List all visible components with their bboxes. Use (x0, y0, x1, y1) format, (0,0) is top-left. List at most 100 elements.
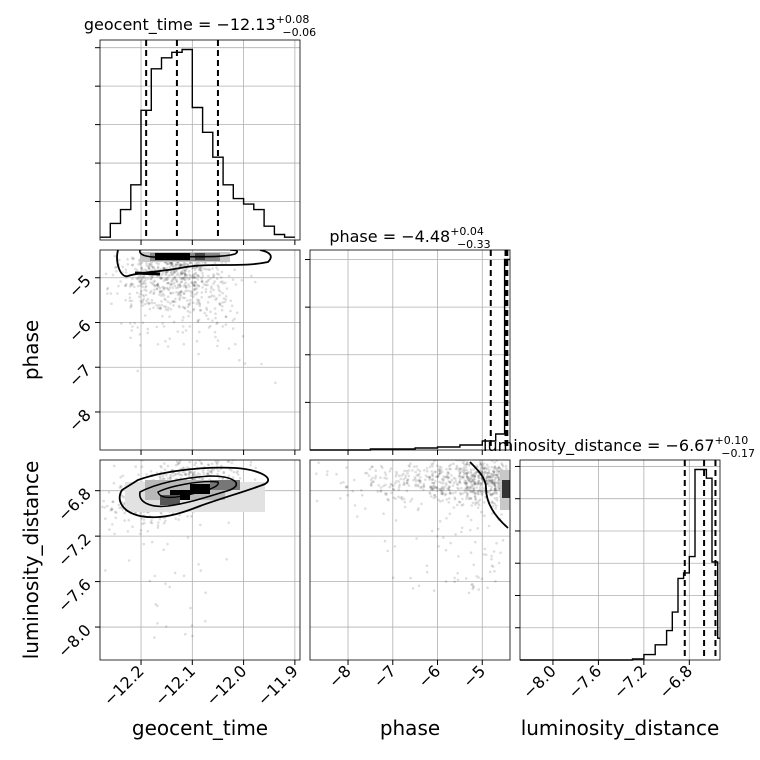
scatter-point (201, 274, 205, 278)
scatter-point (493, 491, 496, 495)
scatter-point (438, 465, 441, 469)
scatter-point (465, 468, 469, 472)
scatter-point (420, 502, 423, 506)
scatter-point (121, 265, 125, 269)
scatter-point (157, 304, 161, 307)
scatter-point (201, 477, 205, 481)
scatter-point (445, 498, 449, 501)
scatter-point (125, 282, 128, 286)
scatter-point (192, 301, 195, 305)
scatter-point (483, 470, 487, 474)
scatter-point (186, 466, 189, 469)
scatter-point (472, 488, 476, 491)
scatter-point (504, 464, 508, 468)
scatter-point (400, 498, 404, 501)
scatter-point (182, 285, 186, 288)
scatter-point (204, 290, 208, 294)
scatter-point (420, 485, 423, 489)
scatter-point (491, 481, 494, 485)
scatter-point (171, 286, 175, 290)
scatter-point (479, 446, 482, 449)
scatter-point (479, 464, 482, 467)
scatter-point (177, 304, 181, 308)
scatter-point (497, 477, 501, 481)
scatter-point (122, 502, 126, 505)
scatter-point (193, 288, 196, 291)
scatter-point (151, 282, 154, 286)
scatter-point (148, 262, 151, 266)
scatter-point (495, 496, 499, 500)
scatter-point (89, 296, 92, 299)
scatter-point (150, 289, 153, 293)
scatter-point (382, 484, 385, 488)
scatter-point (495, 491, 498, 494)
scatter-point (488, 492, 492, 496)
scatter-point (476, 474, 480, 478)
scatter-point (505, 467, 508, 471)
scatter-point (435, 489, 439, 493)
scatter-point (448, 480, 452, 484)
scatter-point (210, 294, 214, 297)
scatter-point (462, 460, 466, 463)
scatter-point (199, 477, 202, 480)
scatter-point (463, 471, 466, 474)
scatter-point (214, 316, 217, 320)
scatter-point (480, 510, 483, 514)
scatter-point (415, 465, 418, 468)
scatter-point (467, 497, 471, 501)
scatter-point (482, 490, 486, 494)
scatter-point (178, 461, 181, 465)
scatter-point (130, 263, 134, 267)
scatter-point (190, 291, 193, 295)
scatter-point (478, 498, 482, 502)
scatter-point (175, 286, 178, 290)
scatter-point (215, 272, 219, 276)
scatter-point (469, 470, 473, 474)
scatter-point (465, 497, 468, 501)
scatter-point (466, 471, 469, 475)
scatter-point (468, 496, 471, 500)
scatter-point (178, 513, 181, 517)
scatter-point (209, 310, 212, 314)
scatter-point (402, 483, 406, 486)
scatter-point (469, 477, 472, 480)
scatter-point (483, 514, 486, 517)
scatter-point (226, 460, 230, 463)
scatter-point (118, 258, 121, 262)
scatter-point (494, 466, 498, 470)
scatter-point (158, 517, 161, 521)
scatter-point (212, 275, 215, 279)
scatter-point (217, 460, 220, 463)
scatter-point (493, 484, 497, 487)
scatter-point (218, 290, 222, 293)
scatter-point (204, 591, 207, 594)
scatter-point (200, 462, 204, 466)
scatter-point (181, 276, 184, 280)
scatter-point (141, 277, 144, 280)
scatter-point (440, 489, 444, 493)
scatter-point (131, 257, 135, 261)
scatter-point (173, 265, 176, 268)
scatter-point (231, 319, 235, 322)
scatter-point (455, 466, 459, 470)
scatter-point (440, 492, 443, 495)
scatter-point (422, 485, 426, 489)
scatter-point (493, 484, 497, 487)
y-tick-label-phase: −7 (65, 361, 95, 391)
contour-line (139, 475, 237, 508)
scatter-point (470, 504, 474, 507)
scatter-point (169, 291, 173, 295)
scatter-point (123, 284, 127, 287)
scatter-point (169, 476, 173, 480)
scatter-point (477, 479, 481, 482)
scatter-point (390, 483, 393, 487)
scatter-point (162, 548, 165, 552)
scatter-point (193, 463, 197, 467)
scatter-point (221, 301, 224, 304)
scatter-point (472, 477, 475, 481)
scatter-point (153, 268, 157, 271)
scatter-point (142, 294, 146, 298)
scatter-point (437, 467, 441, 471)
scatter-point (438, 488, 442, 491)
scatter-point (470, 474, 473, 478)
